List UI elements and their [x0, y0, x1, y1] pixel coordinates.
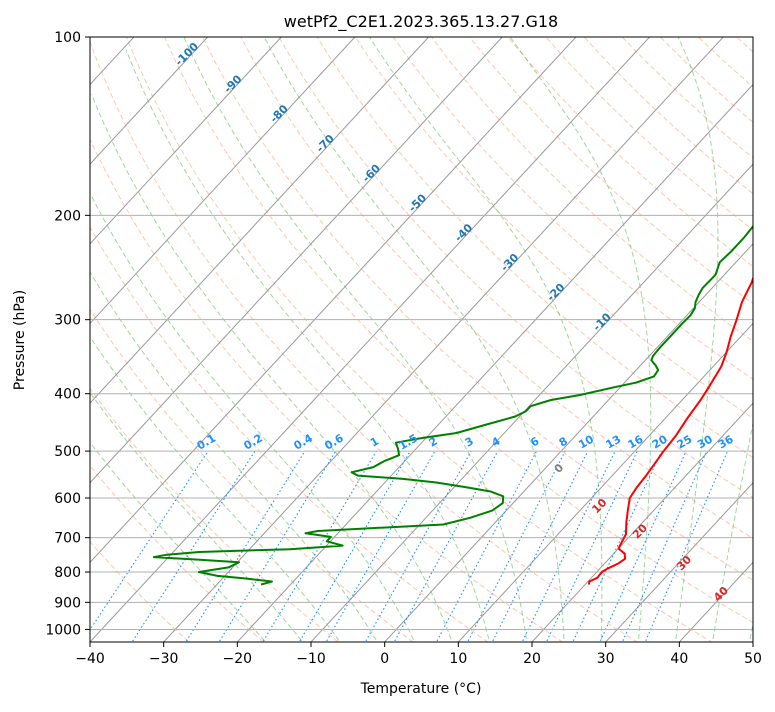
- x-tick-label: 20: [523, 651, 541, 667]
- y-tick-label: 800: [54, 565, 81, 581]
- x-axis-label: Temperature (°C): [360, 681, 482, 697]
- x-tick-label: 40: [670, 651, 688, 667]
- x-tick-label: −40: [75, 651, 105, 667]
- x-tick-label: −30: [149, 651, 179, 667]
- x-tick-label: 50: [744, 651, 762, 667]
- y-tick-label: 300: [54, 313, 81, 329]
- x-tick-label: 30: [597, 651, 615, 667]
- x-tick-label: −20: [223, 651, 253, 667]
- y-tick-label: 900: [54, 595, 81, 611]
- chart-title: wetPf2_C2E1.2023.365.13.27.G18: [284, 12, 558, 32]
- y-axis-label: Pressure (hPa): [12, 290, 28, 390]
- x-tick-label: 10: [449, 651, 467, 667]
- y-tick-label: 400: [54, 387, 81, 403]
- y-tick-label: 700: [54, 531, 81, 547]
- y-tick-label: 100: [54, 30, 81, 46]
- y-tick-label: 600: [54, 491, 81, 507]
- y-tick-label: 1000: [45, 622, 81, 638]
- y-tick-label: 200: [54, 208, 81, 224]
- x-tick-label: −10: [296, 651, 326, 667]
- y-tick-label: 500: [54, 444, 81, 460]
- x-tick-label: 0: [380, 651, 389, 667]
